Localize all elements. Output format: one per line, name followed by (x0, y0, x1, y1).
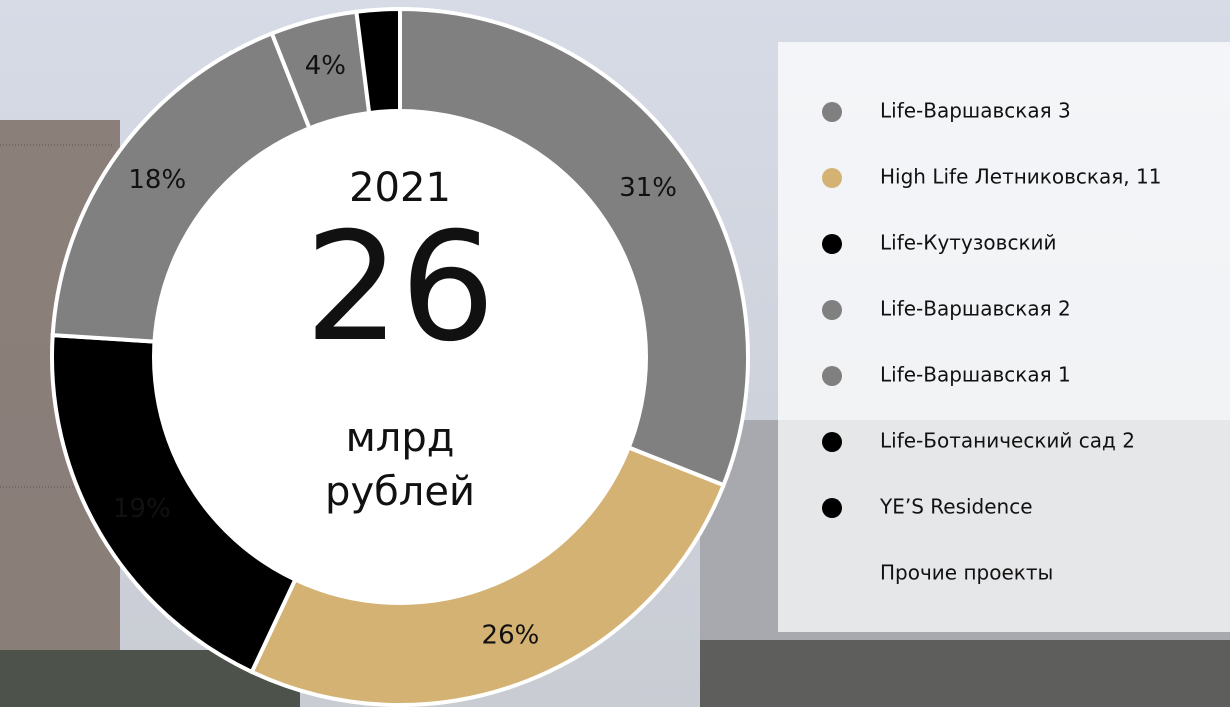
legend-marker (822, 300, 842, 320)
legend-marker (822, 498, 842, 518)
slice-label: 19% (113, 494, 171, 524)
legend-label: Life-Кутузовский (880, 231, 1057, 255)
legend-label: Life-Варшавская 1 (880, 363, 1071, 387)
legend: Life-Варшавская 3 High Life Летниковская,… (822, 99, 1161, 585)
legend-marker (822, 102, 842, 122)
legend-panel (778, 42, 1230, 632)
legend-label: Life-Ботанический сад 2 (880, 429, 1135, 453)
legend-label: High Life Летниковская, 11 (880, 165, 1161, 189)
center-value: 26 (305, 201, 496, 375)
slice-label: 18% (128, 165, 186, 195)
center-unit: млрд (346, 415, 455, 461)
labels: 31% 26% 19% 18% 4% (113, 51, 677, 651)
slice-label: 26% (482, 620, 540, 650)
legend-label: YE’S Residence (879, 495, 1033, 519)
legend-marker (822, 168, 842, 188)
legend-marker (822, 366, 842, 386)
legend-label: Прочие проекты (880, 561, 1053, 585)
center-unit: рублей (325, 469, 475, 515)
legend-marker (822, 234, 842, 254)
legend-label: Life-Варшавская 2 (880, 297, 1071, 321)
donut-hole (152, 109, 648, 605)
legend-marker (822, 432, 842, 452)
legend-label: Life-Варшавская 3 (880, 99, 1071, 123)
slice-label: 31% (619, 173, 677, 203)
slice-label: 4% (305, 51, 346, 81)
center-year: 2021 (349, 165, 451, 211)
